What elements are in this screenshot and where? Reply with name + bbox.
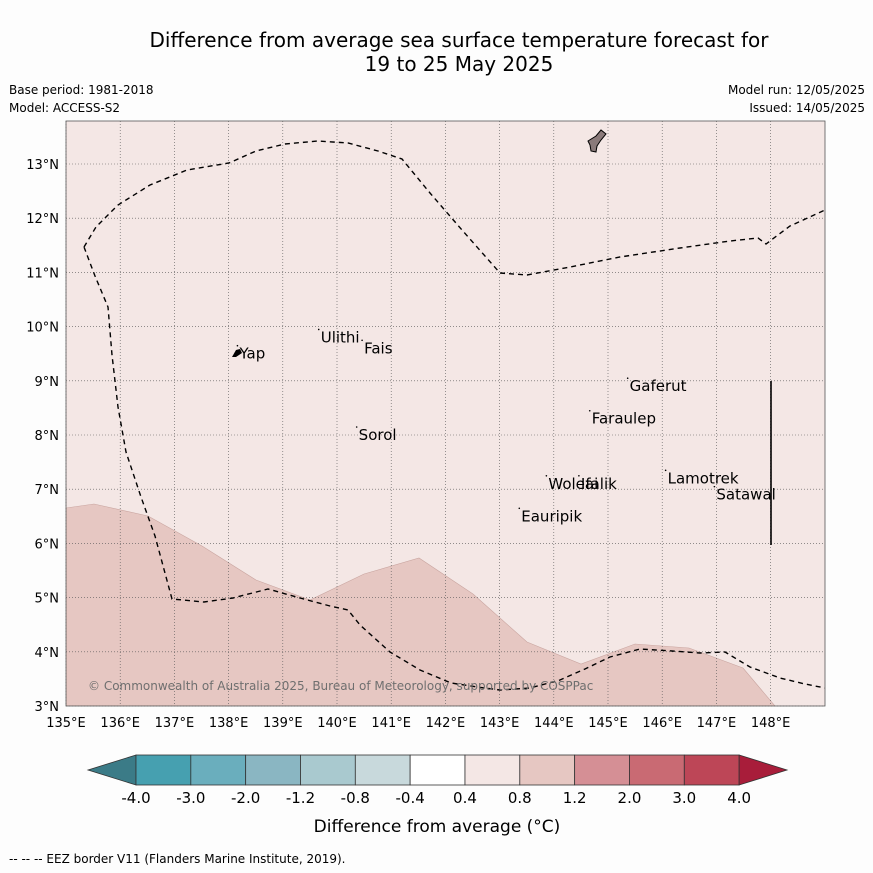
x-tick-label: 143°E [480,716,520,731]
colorbar-segment [409,754,466,786]
place-label: Ulithi [321,328,360,346]
issued-date: Issued: 14/05/2025 [749,101,865,115]
colorbar-label: Difference from average (°C) [314,817,561,837]
plot-frame [65,120,826,707]
x-tick-label: 146°E [642,716,682,731]
eez-border [83,140,825,691]
place-dot [626,377,629,380]
title-line-2: 19 to 25 May 2025 [364,52,554,76]
model-run: Model run: 12/05/2025 [727,83,865,97]
colorbar-tick-label: -4.0 [121,789,150,807]
model-name: Model: ACCESS-S2 [9,101,121,115]
anomaly-field-0-8-to-1-2 [66,503,776,706]
place-label: Lamotrek [668,469,739,487]
colorbar-tick-label: 1.2 [563,789,587,807]
map-title: Difference from average sea surface temp… [0,28,873,76]
place-label: Gaferut [630,377,687,395]
y-axis-ticks: 3°N 4°N 5°N 6°N 7°N 8°N 9°N 10°N 11°N 12°N 13°N [26,158,59,715]
colorbar-extend-low [86,754,137,786]
x-tick-label: 139°E [263,716,303,731]
colorbar-tick-label: 0.8 [508,789,532,807]
colorbar-segment [629,754,685,786]
colorbar-tick-label: 2.0 [618,789,642,807]
x-tick-label: 147°E [697,716,737,731]
place-dot [664,469,667,472]
place-label: Eauripik [521,507,582,525]
y-tick-label: 10°N [26,321,59,336]
place-dot [361,339,363,342]
colorbar-segment [464,754,521,786]
colorbar-segment [574,754,630,786]
colorbar-tick-label: -2.0 [231,789,260,807]
x-tick-label: 145°E [588,716,628,731]
x-tick-label: 135°E [46,716,86,731]
colorbar-segment [519,754,576,786]
colorbar-segment [135,754,192,786]
y-tick-label: 13°N [26,158,59,173]
place-dot [317,328,320,331]
colorbar-segment [190,754,247,786]
y-tick-label: 6°N [35,537,60,552]
place-label: Sorol [359,426,397,444]
colorbar-tick-label: -3.0 [176,789,205,807]
base-period: Base period: 1981-2018 [9,83,154,97]
y-tick-label: 7°N [35,483,60,498]
place-label: Faraulep [592,410,656,428]
colorbar-tick-label: -1.2 [286,789,315,807]
place-dot [355,426,358,428]
x-tick-label: 138°E [209,716,249,731]
colorbar-tick-label: -0.4 [396,789,425,807]
colorbar-extend-high [738,754,789,786]
y-tick-label: 11°N [26,266,59,281]
colorbar-tick-label: 0.4 [453,789,477,807]
x-tick-label: 144°E [534,716,574,731]
x-tick-label: 140°E [317,716,357,731]
x-tick-label: 136°E [100,716,140,731]
place-dot [518,507,521,510]
place-dot [236,344,239,347]
x-axis-ticks: 135°E 136°E 137°E 138°E 139°E 140°E 141°E 142°E… [46,716,790,731]
y-tick-label: 8°N [35,429,60,444]
place-label: Satawal [716,486,775,504]
y-tick-label: 9°N [35,375,60,390]
place-label: Woleai [548,475,598,493]
colorbar-tick-label: -0.8 [341,789,370,807]
x-tick-label: 148°E [751,716,791,731]
y-tick-label: 12°N [26,212,59,227]
place-dot [713,485,716,488]
place-label: Ifalik [581,475,617,493]
copyright-text: © Commonwealth of Australia 2025, Bureau… [88,679,593,693]
colorbar-segment [683,754,740,786]
x-tick-label: 137°E [155,716,195,731]
guam-island [587,129,607,153]
y-tick-label: 4°N [35,646,60,661]
meta-left: Base period: 1981-2018 Model: ACCESS-S2 [9,81,154,117]
place-dot [578,474,580,477]
x-tick-label: 141°E [371,716,411,731]
colorbar-tick-label: 3.0 [672,789,696,807]
place-dot [588,409,591,412]
colorbar-tick-label: 4.0 [727,789,751,807]
colorbar-segment [354,754,411,786]
place-label: Fais [364,339,393,357]
place-dot [545,474,548,477]
yap-island [232,349,242,357]
colorbar-segment [245,754,301,786]
title-line-1: Difference from average sea surface temp… [149,28,769,52]
y-tick-label: 3°N [35,700,60,715]
y-tick-label: 5°N [35,592,60,607]
colorbar: -4.0 -3.0 -2.0 -1.2 -0.8 -0.4 0.4 0.8 1.2 2.0 3.0 4… [86,754,789,807]
colorbar-segment [300,754,356,786]
x-tick-label: 142°E [426,716,466,731]
place-label: Yap [238,345,265,363]
meta-right: Model run: 12/05/2025 Issued: 14/05/2025 [728,81,865,117]
eez-footnote: -- -- -- EEZ border V11 (Flanders Marine… [9,852,346,866]
